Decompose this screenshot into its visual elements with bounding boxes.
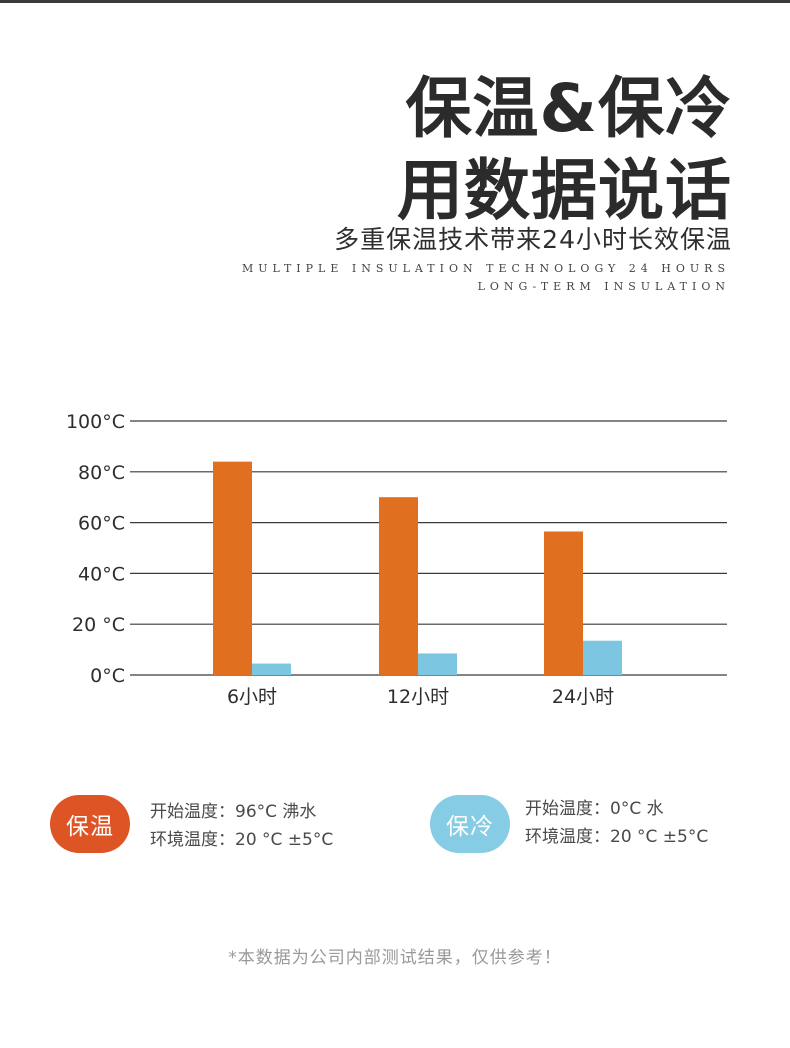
hot-bar-0 [213,461,252,675]
page-subtitle: 多重保温技术带来24小时长效保温 [334,225,732,254]
top-divider [0,0,790,3]
cold-bar-1 [418,653,457,675]
english-tagline-1: MULTIPLE INSULATION TECHNOLOGY 24 HOURS [242,262,730,275]
cold-bar-0 [252,663,291,675]
hot-bar-2 [544,531,583,675]
hot-legend-info: 开始温度：96°C 沸水 环境温度：20 °C ±5°C [150,798,333,854]
x-tick-label-0: 6小时 [227,686,277,708]
page-title: 保温&保冷 用数据说话 [397,68,732,232]
disclaimer-footnote: *本数据为公司内部测试结果，仅供参考！ [228,948,562,968]
temperature-bar-chart: 0°C 20 °C 40°C 60°C 80°C 100°C 6小时 12小时 24小时 [66,411,727,708]
cold-legend-badge: 保冷 [430,795,510,853]
y-tick-label-3: 60°C [78,513,125,535]
y-tick-label-1: 20 °C [72,614,125,636]
y-tick-label-5: 100°C [66,411,125,433]
title-line-2: 用数据说话 [397,152,732,229]
title-line-1: 保温&保冷 [405,70,732,147]
chart-x-axis: 6小时 12小时 24小时 [227,686,614,708]
chart-bars [213,461,622,675]
y-tick-label-2: 40°C [78,563,125,585]
x-tick-label-1: 12小时 [387,686,449,708]
chart-y-axis: 0°C 20 °C 40°C 60°C 80°C 100°C [66,411,125,687]
hot-start-temp: 开始温度：96°C 沸水 [150,802,317,822]
hot-env-temp: 环境温度：20 °C ±5°C [150,830,334,850]
y-tick-label-0: 0°C [90,665,125,687]
y-tick-label-4: 80°C [78,462,125,484]
english-tagline-2: LONG-TERM INSULATION [477,280,730,293]
cold-legend-info: 开始温度：0°C 水 环境温度：20 °C ±5°C [525,795,708,851]
cold-start-temp: 开始温度：0°C 水 [525,799,664,819]
x-tick-label-2: 24小时 [552,686,614,708]
cold-env-temp: 环境温度：20 °C ±5°C [525,827,709,847]
cold-bar-2 [583,640,622,675]
hot-bar-1 [379,497,418,675]
hot-legend-badge: 保温 [50,795,130,853]
